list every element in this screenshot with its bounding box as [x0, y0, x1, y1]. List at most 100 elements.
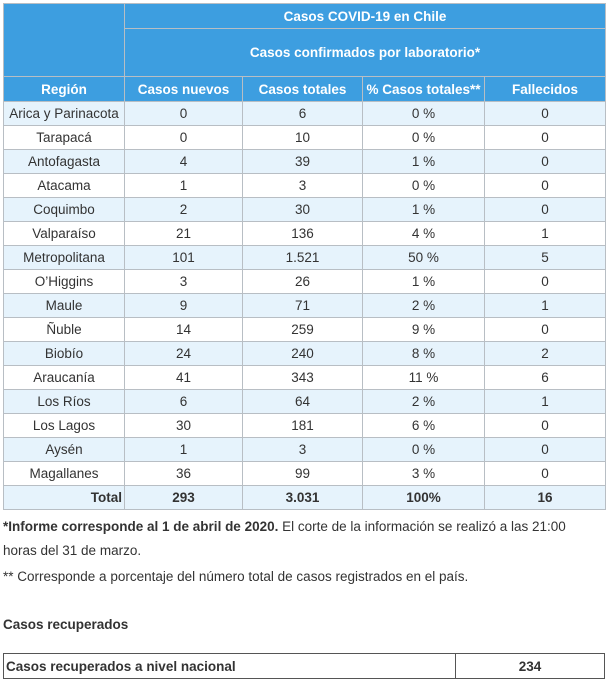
cell-percent: 1 %	[362, 149, 485, 174]
page-content: Casos COVID-19 en Chile Casos confirmado…	[3, 3, 606, 679]
cell-deaths: 0	[484, 437, 606, 462]
cell-deaths: 1	[484, 293, 606, 318]
cell-deaths: 1	[484, 221, 606, 246]
cell-total-cases: 26	[242, 269, 363, 294]
cell-percent: 3 %	[362, 461, 485, 486]
cell-region: Coquimbo	[3, 197, 125, 222]
col-header-total-cases: Casos totales	[242, 76, 363, 102]
cell-region: Ñuble	[3, 317, 125, 342]
cell-percent: 0 %	[362, 437, 485, 462]
cell-percent: 2 %	[362, 293, 485, 318]
table-row: Valparaíso 21 136 4 % 1	[3, 221, 606, 246]
cell-percent: 0 %	[362, 125, 485, 150]
cell-region: Araucanía	[3, 365, 125, 390]
cell-region: Valparaíso	[3, 221, 125, 246]
cell-deaths: 0	[484, 125, 606, 150]
table-row: Los Ríos 6 64 2 % 1	[3, 389, 606, 414]
cell-new-cases: 14	[124, 317, 243, 342]
cell-total-cases: 64	[242, 389, 363, 414]
cell-percent: 0 %	[362, 101, 485, 126]
cell-total-cases: 1.521	[242, 245, 363, 270]
table-row: Maule 9 71 2 % 1	[3, 293, 606, 318]
cell-total-cases: 39	[242, 149, 363, 174]
cell-total-cases: 30	[242, 197, 363, 222]
cell-deaths: 0	[484, 317, 606, 342]
cell-deaths: 1	[484, 389, 606, 414]
cell-new-cases: 1	[124, 173, 243, 198]
table-row: Araucanía 41 343 11 % 6	[3, 365, 606, 390]
table-row: Aysén 1 3 0 % 0	[3, 437, 606, 462]
cell-new-cases: 0	[124, 125, 243, 150]
cell-region: Magallanes	[3, 461, 125, 486]
cell-region: Maule	[3, 293, 125, 318]
cell-region: Los Ríos	[3, 389, 125, 414]
cell-new-cases: 36	[124, 461, 243, 486]
cell-total-cases: 136	[242, 221, 363, 246]
table-subtitle: Casos confirmados por laboratorio*	[124, 28, 606, 77]
cell-region: Metropolitana	[3, 245, 125, 270]
cell-region: Biobío	[3, 341, 125, 366]
table-row: O’Higgins 3 26 1 % 0	[3, 269, 606, 294]
cell-new-cases: 9	[124, 293, 243, 318]
total-new-cases: 293	[124, 485, 243, 510]
recovered-table: Casos recuperados a nivel nacional 234	[3, 653, 605, 679]
total-row: Total 293 3.031 100% 16	[3, 485, 606, 510]
cell-percent: 6 %	[362, 413, 485, 438]
cell-new-cases: 24	[124, 341, 243, 366]
table-row: Antofagasta 4 39 1 % 0	[3, 149, 606, 174]
cell-new-cases: 3	[124, 269, 243, 294]
cell-deaths: 0	[484, 197, 606, 222]
footnote-percentage: ** Corresponde a porcentaje del número t…	[3, 569, 469, 584]
cell-total-cases: 240	[242, 341, 363, 366]
col-header-new-cases: Casos nuevos	[124, 76, 243, 102]
cell-new-cases: 101	[124, 245, 243, 270]
cell-new-cases: 4	[124, 149, 243, 174]
cell-total-cases: 343	[242, 365, 363, 390]
cell-new-cases: 2	[124, 197, 243, 222]
total-percent: 100%	[362, 485, 485, 510]
col-header-region: Región	[3, 76, 125, 102]
cell-new-cases: 0	[124, 101, 243, 126]
cell-new-cases: 6	[124, 389, 243, 414]
cell-percent: 1 %	[362, 197, 485, 222]
cell-total-cases: 6	[242, 101, 363, 126]
cell-percent: 4 %	[362, 221, 485, 246]
footnote-report-date: *Informe corresponde al 1 de abril de 20…	[3, 515, 603, 563]
cell-percent: 0 %	[362, 173, 485, 198]
total-total-cases: 3.031	[242, 485, 363, 510]
table-row: Coquimbo 2 30 1 % 0	[3, 197, 606, 222]
table-row: Los Lagos 30 181 6 % 0	[3, 413, 606, 438]
cell-deaths: 5	[484, 245, 606, 270]
cell-deaths: 0	[484, 149, 606, 174]
covid-cases-table: Casos COVID-19 en Chile Casos confirmado…	[3, 3, 606, 510]
cell-region: Atacama	[3, 173, 125, 198]
cell-region: Aysén	[3, 437, 125, 462]
col-header-deaths: Fallecidos	[484, 76, 606, 102]
cell-deaths: 0	[484, 173, 606, 198]
cell-region: Antofagasta	[3, 149, 125, 174]
cell-deaths: 0	[484, 461, 606, 486]
recovered-section-title: Casos recuperados	[3, 617, 129, 632]
cell-deaths: 2	[484, 341, 606, 366]
recovered-value: 234	[455, 653, 605, 679]
cell-total-cases: 3	[242, 173, 363, 198]
cell-new-cases: 1	[124, 437, 243, 462]
table-row: Biobío 24 240 8 % 2	[3, 341, 606, 366]
table-row: Arica y Parinacota 0 6 0 % 0	[3, 101, 606, 126]
table-row: Magallanes 36 99 3 % 0	[3, 461, 606, 486]
cell-total-cases: 71	[242, 293, 363, 318]
cell-percent: 50 %	[362, 245, 485, 270]
cell-deaths: 0	[484, 101, 606, 126]
table-title: Casos COVID-19 en Chile	[124, 3, 606, 29]
header-corner	[3, 3, 125, 77]
cell-total-cases: 181	[242, 413, 363, 438]
cell-new-cases: 41	[124, 365, 243, 390]
cell-total-cases: 99	[242, 461, 363, 486]
table-row: Metropolitana 101 1.521 50 % 5	[3, 245, 606, 270]
total-label: Total	[3, 485, 125, 510]
cell-total-cases: 10	[242, 125, 363, 150]
cell-percent: 8 %	[362, 341, 485, 366]
footnote-report-date-text: El corte de la información se realizó a …	[3, 519, 566, 558]
recovered-row: Casos recuperados a nivel nacional 234	[3, 653, 605, 679]
cell-region: Los Lagos	[3, 413, 125, 438]
